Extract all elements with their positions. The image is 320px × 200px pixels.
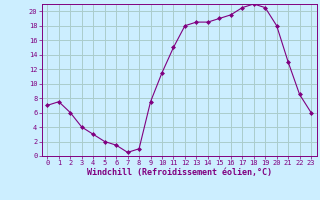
- X-axis label: Windchill (Refroidissement éolien,°C): Windchill (Refroidissement éolien,°C): [87, 168, 272, 177]
